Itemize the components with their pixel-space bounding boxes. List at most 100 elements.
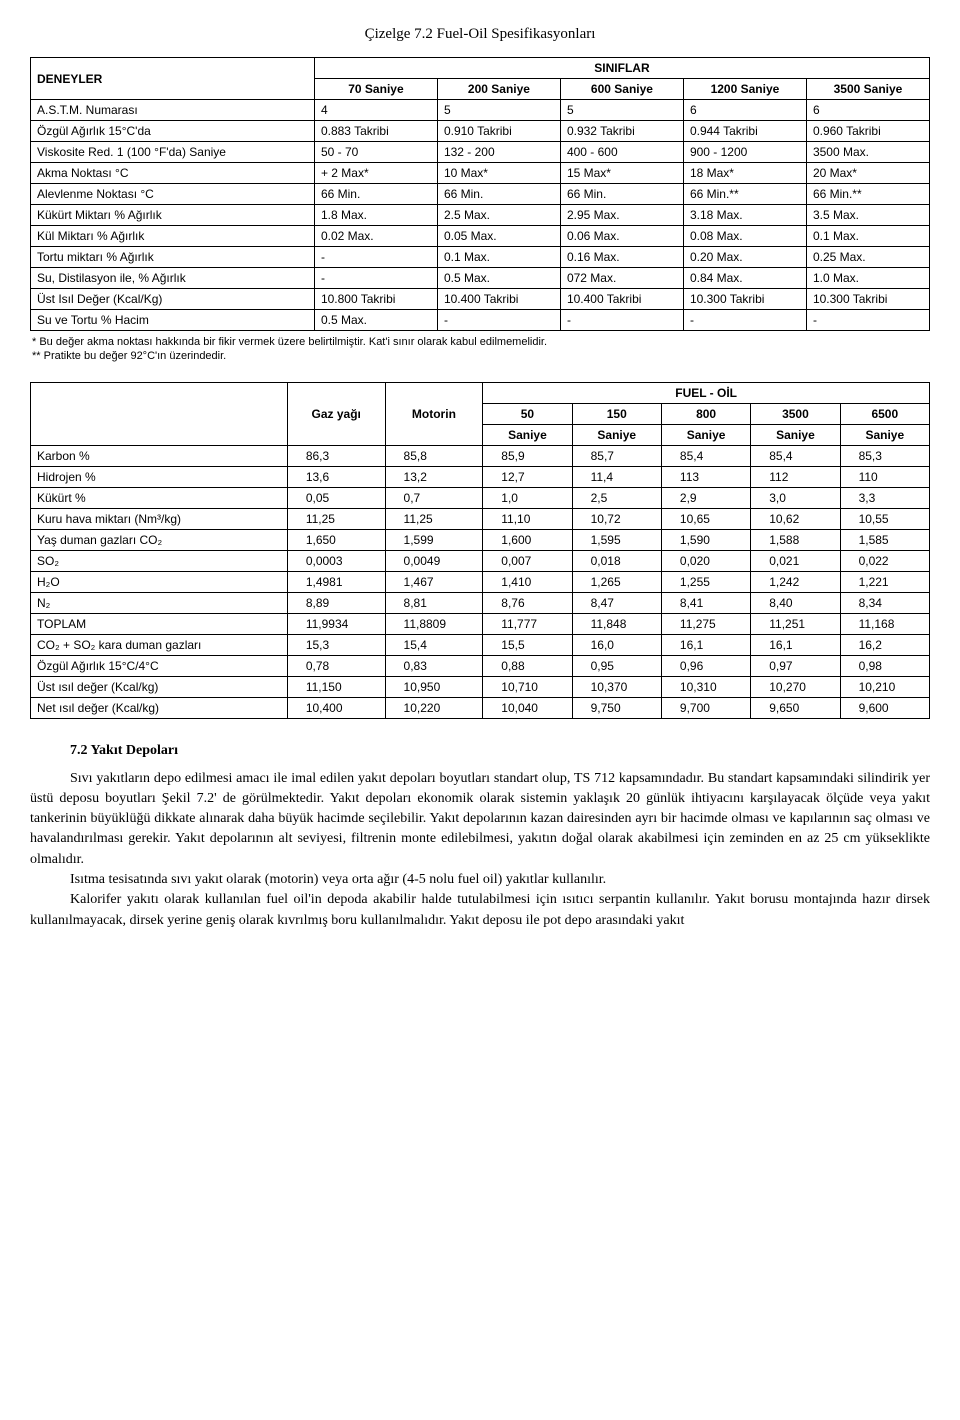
comp-cell: 11,10	[483, 508, 572, 529]
spec-cell: -	[683, 310, 806, 331]
comp-cell: 11,150	[287, 676, 385, 697]
spec-cell: 5	[437, 100, 560, 121]
paragraph-2: Isıtma tesisatında sıvı yakıt olarak (mo…	[30, 870, 930, 890]
spec-cell: 0.84 Max.	[683, 268, 806, 289]
comp-cell: 113	[661, 466, 750, 487]
comp-cell: 10,310	[661, 676, 750, 697]
header-classes: SINIFLAR	[314, 58, 929, 79]
spec-cell: -	[314, 268, 437, 289]
spec-cell: 66 Min.	[560, 184, 683, 205]
comp-cell: 8,76	[483, 592, 572, 613]
spec-cell: -	[806, 310, 929, 331]
comp-cell: 10,55	[840, 508, 929, 529]
spec-cell: 10.400 Takribi	[560, 289, 683, 310]
spec-cell: 5	[560, 100, 683, 121]
body-text: Sıvı yakıtların depo edilmesi amacı ile …	[30, 769, 930, 931]
comp-cell: 112	[751, 466, 840, 487]
comp-cell: 0,0003	[287, 550, 385, 571]
spec-row-label: Tortu miktarı % Ağırlık	[31, 247, 315, 268]
spec-cell: 6	[806, 100, 929, 121]
comp-cell: 8,47	[572, 592, 661, 613]
spec-cell: 0.02 Max.	[314, 226, 437, 247]
spec-cell: 0.1 Max.	[806, 226, 929, 247]
comp-cell: 0,7	[385, 487, 483, 508]
comp-cell: 10,72	[572, 508, 661, 529]
comp-cell: 0,05	[287, 487, 385, 508]
footnotes: * Bu değer akma noktası hakkında bir fik…	[32, 335, 930, 364]
comp-cell: 13,6	[287, 466, 385, 487]
comp-cell: 1,585	[840, 529, 929, 550]
comp-cell: 11,8809	[385, 613, 483, 634]
comp-cell: 1,650	[287, 529, 385, 550]
spec-row-label: Alevlenme Noktası °C	[31, 184, 315, 205]
spec-cell: 400 - 600	[560, 142, 683, 163]
comp-cell: 10,65	[661, 508, 750, 529]
comp-cell: 16,1	[751, 634, 840, 655]
spec-cell: 0.5 Max.	[437, 268, 560, 289]
fuel-col-num-2: 800	[661, 403, 750, 424]
spec-row-label: Su, Distilasyon ile, % Ağırlık	[31, 268, 315, 289]
fuel-col-unit-1: Saniye	[572, 424, 661, 445]
spec-cell: 3.5 Max.	[806, 205, 929, 226]
comp-cell: 11,4	[572, 466, 661, 487]
spec-cell: 10.300 Takribi	[806, 289, 929, 310]
comp-cell: 11,168	[840, 613, 929, 634]
comp-cell: 16,1	[661, 634, 750, 655]
spec-cell: 0.06 Max.	[560, 226, 683, 247]
comp-row-label: Yaş duman gazları CO₂	[31, 529, 288, 550]
comp-cell: 16,0	[572, 634, 661, 655]
comp-cell: 0,96	[661, 655, 750, 676]
comp-cell: 2,5	[572, 487, 661, 508]
comp-cell: 10,040	[483, 697, 572, 718]
spec-cell: 10.800 Takribi	[314, 289, 437, 310]
comp-cell: 85,7	[572, 445, 661, 466]
spec-cell: 900 - 1200	[683, 142, 806, 163]
spec-table: DENEYLER SINIFLAR 70 Saniye200 Saniye600…	[30, 57, 930, 331]
spec-cell: 10 Max*	[437, 163, 560, 184]
spec-cell: 15 Max*	[560, 163, 683, 184]
spec-cell: 66 Min.**	[683, 184, 806, 205]
spec-cell: 6	[683, 100, 806, 121]
fuel-col-unit-4: Saniye	[840, 424, 929, 445]
spec-row-label: Su ve Tortu % Hacim	[31, 310, 315, 331]
spec-cell: 0.5 Max.	[314, 310, 437, 331]
fuel-oil-header: FUEL - OİL	[483, 382, 930, 403]
comp-cell: 10,220	[385, 697, 483, 718]
comp-cell: 1,0	[483, 487, 572, 508]
spec-cell: 3500 Max.	[806, 142, 929, 163]
comp-row-label: Net ısıl değer (Kcal/kg)	[31, 697, 288, 718]
spec-cell: 0.960 Takribi	[806, 121, 929, 142]
comp-row-label: Kuru hava miktarı (Nm³/kg)	[31, 508, 288, 529]
comp-cell: 1,590	[661, 529, 750, 550]
comp-cell: 11,275	[661, 613, 750, 634]
spec-cell: 0.883 Takribi	[314, 121, 437, 142]
comp-cell: 11,848	[572, 613, 661, 634]
spec-row-label: Kül Miktarı % Ağırlık	[31, 226, 315, 247]
class-col-1: 200 Saniye	[437, 79, 560, 100]
spec-cell: 0.05 Max.	[437, 226, 560, 247]
comp-cell: 1,599	[385, 529, 483, 550]
comp-cell: 8,89	[287, 592, 385, 613]
comp-cell: 11,9934	[287, 613, 385, 634]
header-tests: DENEYLER	[31, 58, 315, 100]
spec-cell: 2.95 Max.	[560, 205, 683, 226]
fuel-col-unit-0: Saniye	[483, 424, 572, 445]
spec-cell: 66 Min.	[437, 184, 560, 205]
comp-cell: 10,400	[287, 697, 385, 718]
comp-cell: 1,4981	[287, 571, 385, 592]
comp-cell: 86,3	[287, 445, 385, 466]
spec-cell: 18 Max*	[683, 163, 806, 184]
spec-cell: 1.0 Max.	[806, 268, 929, 289]
comp-row-label: Hidrojen %	[31, 466, 288, 487]
col-motorin: Motorin	[385, 382, 483, 445]
class-col-0: 70 Saniye	[314, 79, 437, 100]
spec-cell: 0.08 Max.	[683, 226, 806, 247]
comp-cell: 3,3	[840, 487, 929, 508]
comp-cell: 110	[840, 466, 929, 487]
comp-cell: 10,210	[840, 676, 929, 697]
spec-cell: 0.1 Max.	[437, 247, 560, 268]
comp-cell: 85,4	[661, 445, 750, 466]
spec-cell: 072 Max.	[560, 268, 683, 289]
comp-row-label: Karbon %	[31, 445, 288, 466]
comp-cell: 0,020	[661, 550, 750, 571]
